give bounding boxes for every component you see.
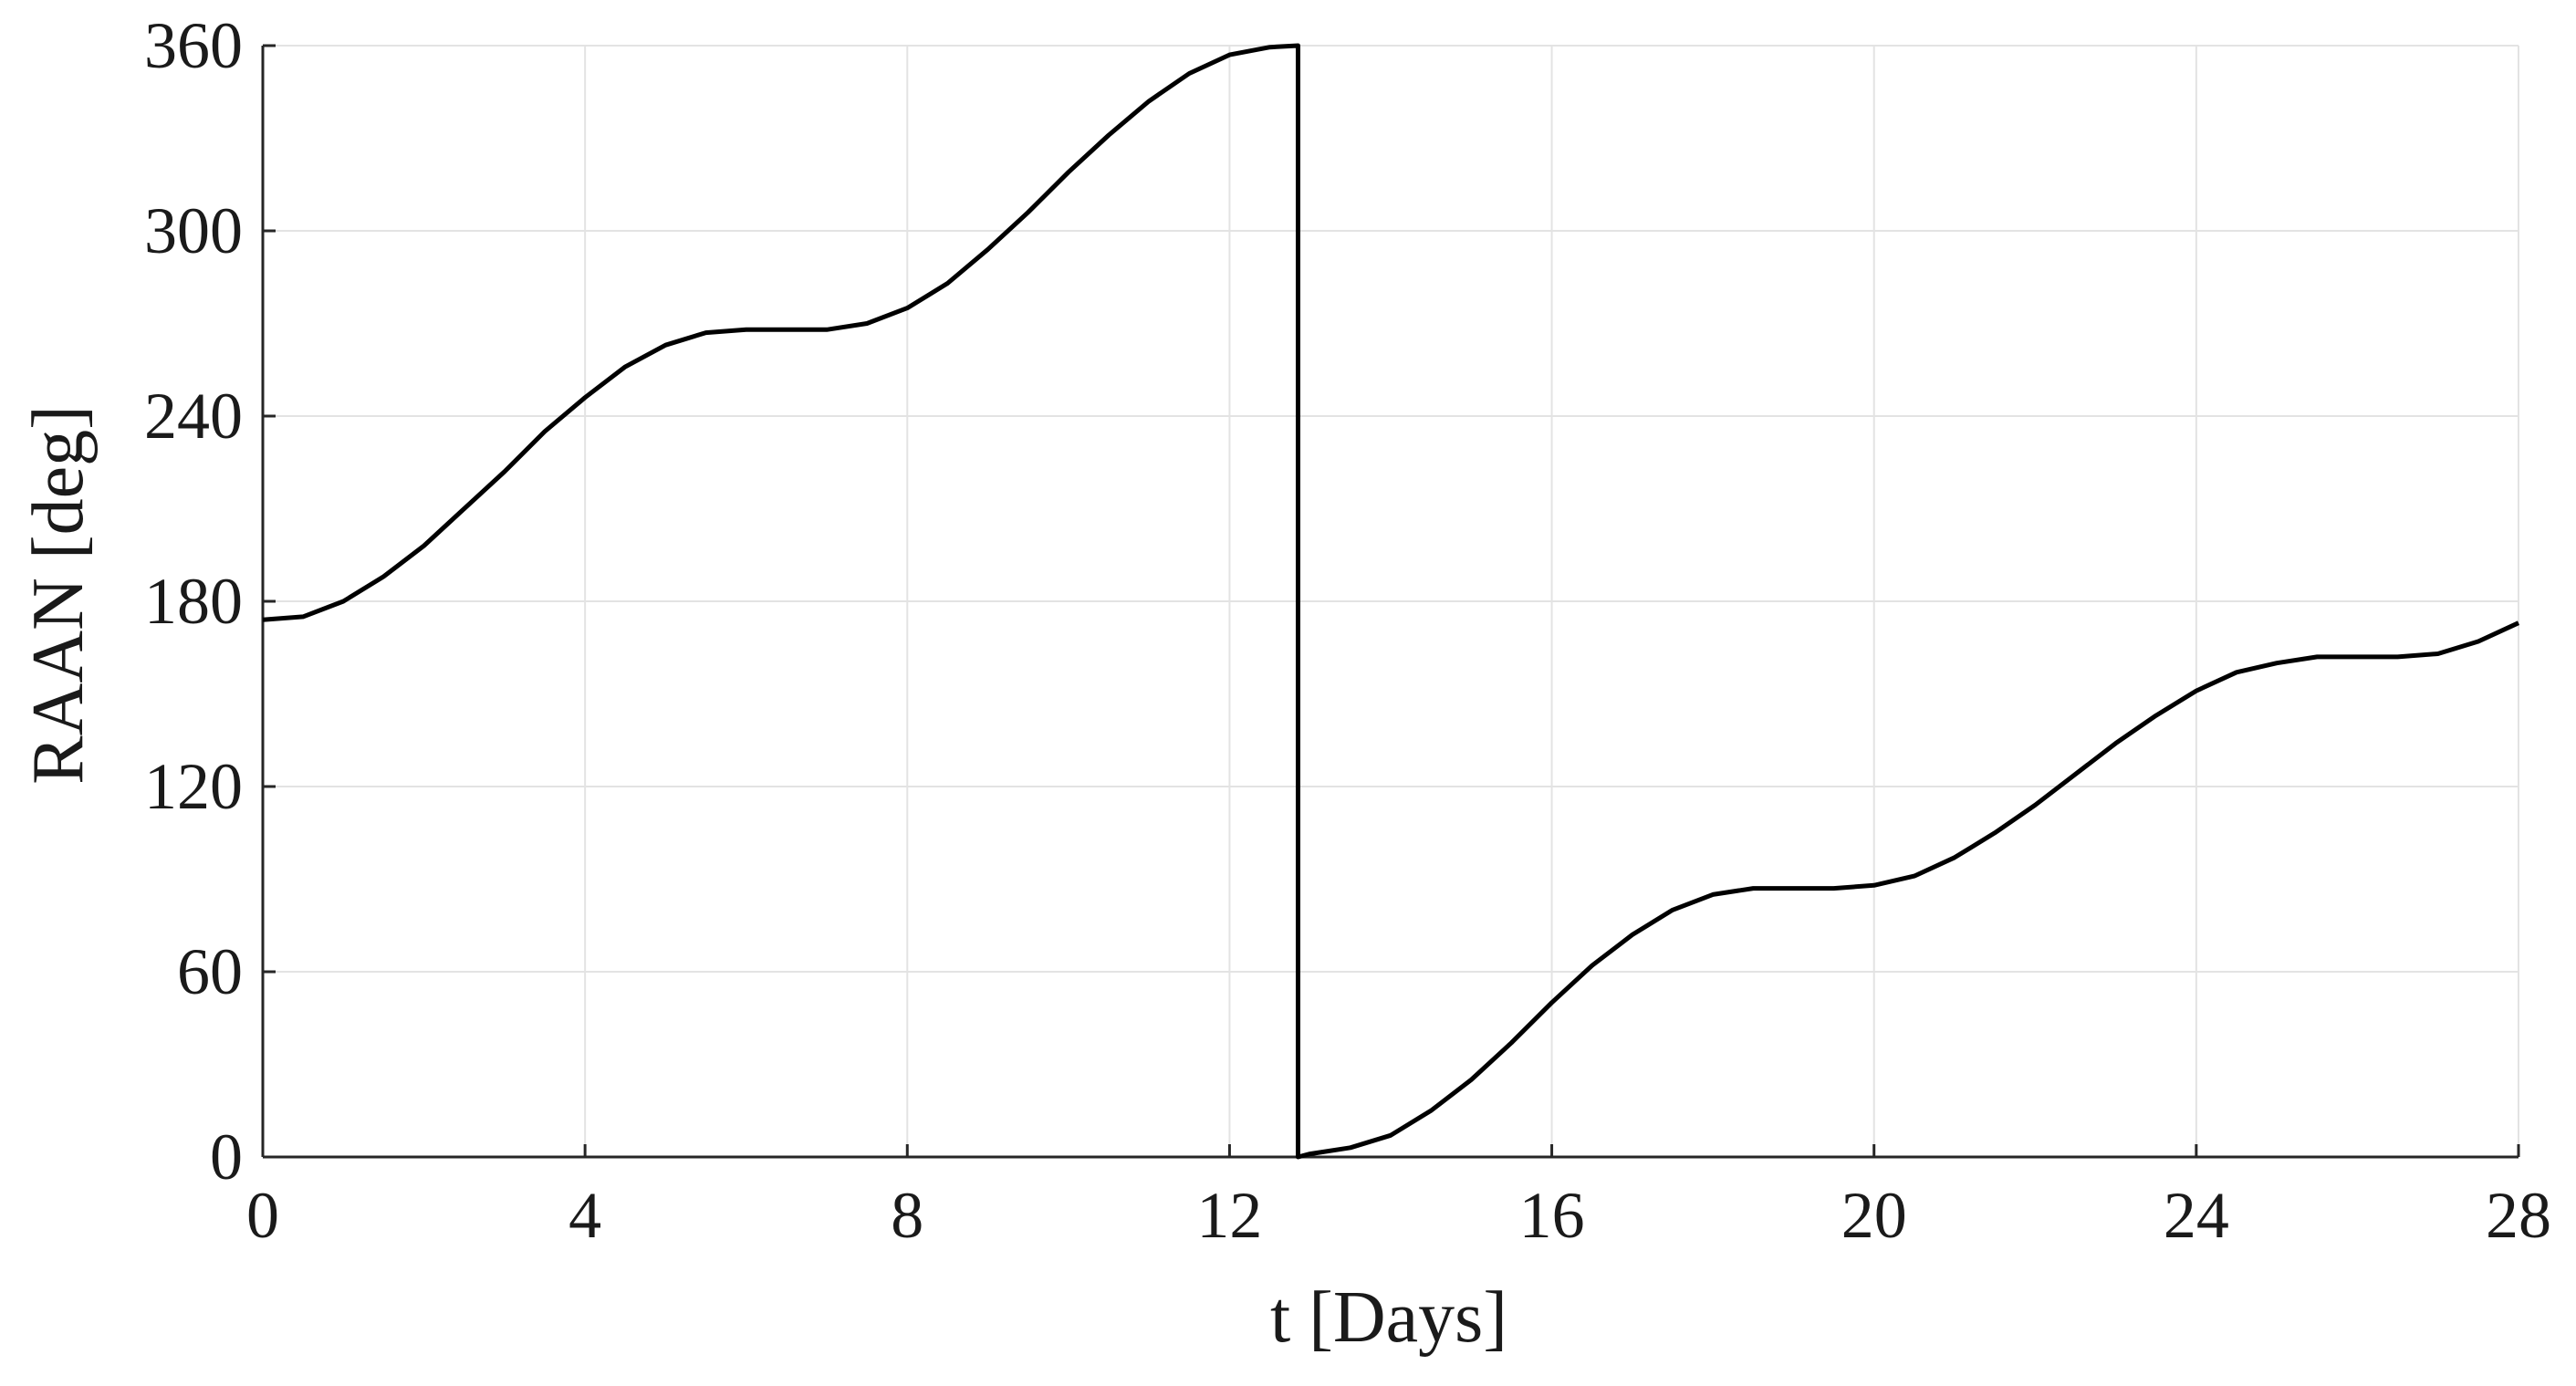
y-tick-label: 300 xyxy=(144,194,243,267)
x-tick-labels: 0 4 8 12 16 20 24 28 xyxy=(246,1179,2551,1252)
x-tick-label: 20 xyxy=(1841,1179,1907,1252)
y-tick-label: 60 xyxy=(177,935,243,1008)
y-axis-label: RAAN [deg] xyxy=(18,405,99,784)
x-tick-label: 4 xyxy=(568,1179,601,1252)
y-tick-label: 0 xyxy=(210,1120,243,1193)
x-tick-label: 16 xyxy=(1519,1179,1585,1252)
y-tick-labels: 0 60 120 180 240 300 360 xyxy=(144,9,243,1193)
x-tick-label: 24 xyxy=(2164,1179,2229,1252)
y-tick-label: 360 xyxy=(144,9,243,82)
series-line xyxy=(262,43,2520,1160)
x-tick-label: 28 xyxy=(2486,1179,2551,1252)
axes xyxy=(261,44,2520,1159)
series-group xyxy=(262,43,2520,1160)
y-tick-label: 120 xyxy=(144,750,243,823)
y-tick-label: 180 xyxy=(144,565,243,638)
x-axis-label: t [Days] xyxy=(1270,1277,1507,1358)
x-tick-label: 12 xyxy=(1196,1179,1262,1252)
x-tick-label: 8 xyxy=(891,1179,923,1252)
grid-lines xyxy=(263,45,2519,1157)
y-tick-label: 240 xyxy=(144,380,243,453)
x-tick-label: 0 xyxy=(246,1179,279,1252)
